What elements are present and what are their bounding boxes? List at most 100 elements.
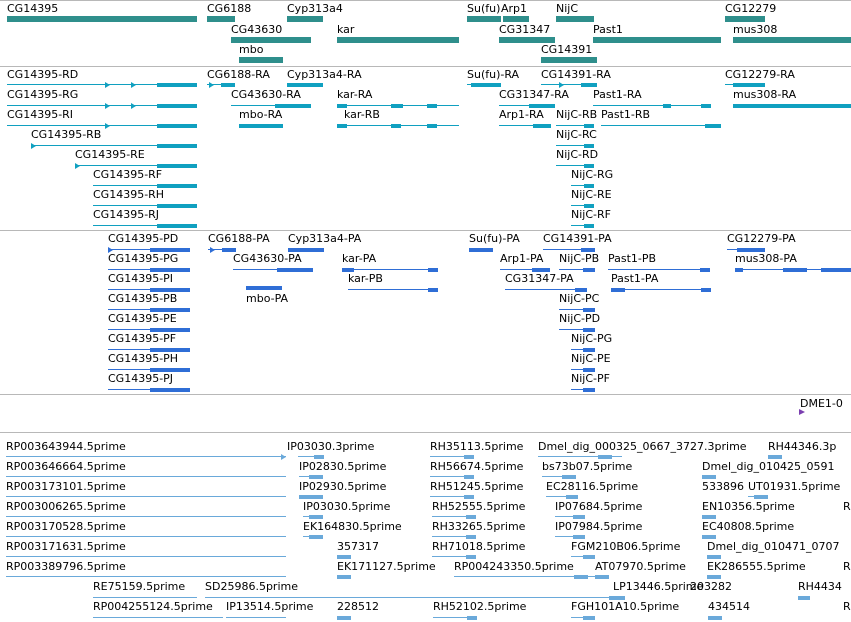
transcript-feature[interactable] bbox=[593, 104, 711, 108]
est-feature[interactable] bbox=[702, 475, 716, 479]
est-feature[interactable] bbox=[93, 596, 197, 600]
gene-feature[interactable] bbox=[467, 16, 501, 22]
protein-feature[interactable] bbox=[571, 348, 595, 352]
est-feature[interactable] bbox=[299, 495, 323, 499]
est-feature[interactable] bbox=[702, 535, 716, 539]
est-feature[interactable] bbox=[555, 535, 585, 539]
protein-feature[interactable] bbox=[727, 248, 765, 252]
protein-feature[interactable] bbox=[500, 268, 550, 272]
gene-feature[interactable] bbox=[337, 37, 459, 43]
transcript-feature[interactable] bbox=[31, 143, 197, 149]
transcript-feature[interactable] bbox=[499, 124, 551, 128]
protein-feature[interactable] bbox=[288, 248, 324, 252]
protein-feature[interactable] bbox=[571, 368, 595, 372]
est-feature[interactable] bbox=[571, 555, 595, 559]
est-feature[interactable] bbox=[702, 515, 716, 519]
est-feature[interactable] bbox=[708, 616, 722, 620]
protein-feature[interactable] bbox=[543, 248, 595, 252]
transcript-feature[interactable] bbox=[499, 104, 555, 108]
protein-feature[interactable] bbox=[469, 248, 493, 252]
transcript-feature[interactable] bbox=[93, 224, 197, 228]
transcript-feature[interactable] bbox=[7, 82, 197, 88]
transcript-feature[interactable] bbox=[7, 123, 197, 129]
est-feature[interactable] bbox=[707, 555, 721, 559]
transcript-feature[interactable] bbox=[207, 82, 235, 88]
gene-feature[interactable] bbox=[541, 57, 597, 63]
transcript-feature[interactable] bbox=[337, 124, 459, 128]
est-feature[interactable] bbox=[337, 555, 351, 559]
transcript-feature[interactable] bbox=[556, 164, 594, 168]
gene-feature[interactable] bbox=[499, 37, 555, 43]
est-feature[interactable] bbox=[205, 596, 625, 600]
transcript-feature[interactable] bbox=[571, 184, 594, 188]
est-feature[interactable] bbox=[546, 495, 578, 499]
transcript-feature[interactable] bbox=[93, 204, 197, 208]
est-feature[interactable] bbox=[6, 454, 286, 460]
est-feature[interactable] bbox=[6, 515, 286, 519]
gene-feature[interactable] bbox=[733, 37, 851, 43]
marker-arrow-icon[interactable] bbox=[799, 409, 805, 415]
protein-feature[interactable] bbox=[108, 388, 190, 392]
est-feature[interactable] bbox=[798, 596, 810, 600]
transcript-feature[interactable] bbox=[601, 124, 721, 128]
est-feature[interactable] bbox=[555, 515, 585, 519]
transcript-feature[interactable] bbox=[239, 124, 283, 128]
transcript-feature[interactable] bbox=[556, 144, 594, 148]
protein-feature[interactable] bbox=[208, 247, 236, 253]
protein-feature[interactable] bbox=[246, 286, 282, 290]
gene-feature[interactable] bbox=[207, 16, 235, 22]
est-feature[interactable] bbox=[748, 495, 768, 499]
est-feature[interactable] bbox=[707, 575, 721, 579]
est-feature[interactable] bbox=[454, 575, 600, 579]
est-feature[interactable] bbox=[432, 535, 476, 539]
est-feature[interactable] bbox=[337, 616, 351, 620]
transcript-feature[interactable] bbox=[571, 204, 594, 208]
est-feature[interactable] bbox=[571, 616, 595, 620]
est-feature[interactable] bbox=[303, 515, 323, 519]
est-feature[interactable] bbox=[430, 475, 474, 479]
est-feature[interactable] bbox=[6, 555, 286, 559]
est-feature[interactable] bbox=[299, 475, 323, 479]
transcript-feature[interactable] bbox=[75, 163, 197, 169]
est-feature[interactable] bbox=[432, 555, 476, 559]
transcript-feature[interactable] bbox=[337, 104, 459, 108]
gene-feature[interactable] bbox=[7, 16, 197, 22]
protein-feature[interactable] bbox=[611, 288, 711, 292]
transcript-feature[interactable] bbox=[231, 104, 311, 108]
transcript-feature[interactable] bbox=[556, 124, 594, 128]
est-feature[interactable] bbox=[226, 616, 286, 620]
gene-feature[interactable] bbox=[725, 16, 765, 22]
transcript-feature[interactable] bbox=[541, 82, 597, 88]
protein-feature[interactable] bbox=[108, 308, 190, 312]
protein-feature[interactable] bbox=[108, 247, 190, 253]
gene-feature[interactable] bbox=[556, 16, 594, 22]
protein-feature[interactable] bbox=[108, 368, 190, 372]
protein-feature[interactable] bbox=[559, 268, 595, 272]
protein-feature[interactable] bbox=[505, 288, 587, 292]
protein-feature[interactable] bbox=[559, 328, 595, 332]
protein-feature[interactable] bbox=[342, 268, 438, 272]
transcript-feature[interactable] bbox=[733, 104, 851, 108]
protein-feature[interactable] bbox=[108, 268, 190, 272]
gene-feature[interactable] bbox=[593, 37, 721, 43]
protein-feature[interactable] bbox=[108, 288, 190, 292]
gene-feature[interactable] bbox=[239, 57, 283, 63]
gene-feature[interactable] bbox=[287, 16, 323, 22]
protein-feature[interactable] bbox=[108, 328, 190, 332]
protein-feature[interactable] bbox=[559, 308, 595, 312]
est-feature[interactable] bbox=[433, 616, 477, 620]
transcript-feature[interactable] bbox=[287, 83, 323, 87]
protein-feature[interactable] bbox=[571, 388, 595, 392]
protein-feature[interactable] bbox=[348, 288, 438, 292]
transcript-feature[interactable] bbox=[571, 224, 594, 228]
est-feature[interactable] bbox=[432, 515, 476, 519]
est-feature[interactable] bbox=[538, 455, 622, 459]
est-feature[interactable] bbox=[298, 455, 324, 459]
protein-feature[interactable] bbox=[108, 348, 190, 352]
est-feature[interactable] bbox=[337, 575, 351, 579]
transcript-feature[interactable] bbox=[93, 184, 197, 188]
gene-feature[interactable] bbox=[503, 16, 529, 22]
protein-feature[interactable] bbox=[233, 268, 313, 272]
transcript-feature[interactable] bbox=[725, 83, 765, 87]
est-feature[interactable] bbox=[542, 475, 576, 479]
